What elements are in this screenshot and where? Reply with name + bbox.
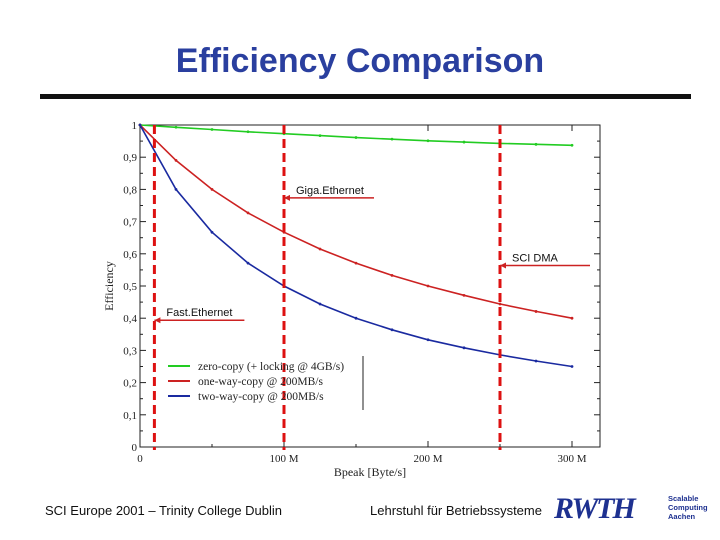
series-1-point (210, 128, 214, 131)
title-underline (40, 94, 691, 99)
logo-main-text: RWTH (554, 492, 636, 525)
footer-department: Lehrstuhl für Betriebssysteme (370, 503, 542, 518)
series-3-point (462, 346, 466, 350)
marker-arrowhead-2 (284, 194, 290, 201)
series-1-point (174, 125, 178, 129)
x-tick-label: 0 (137, 453, 143, 465)
logo-sub-line-2: Computing (668, 503, 708, 512)
rwth-logo: RWTH Scalable Computing Aachen (554, 492, 708, 526)
series-line-3 (139, 124, 573, 368)
series-1-point (426, 139, 430, 143)
series-3-point (534, 359, 538, 363)
series-2-point (354, 261, 358, 265)
x-tick-label: 100 M (269, 453, 298, 465)
series-3-point (354, 316, 358, 320)
series-3-point (426, 338, 430, 342)
series-2-point (390, 273, 394, 277)
y-tick-label: 0,7 (123, 217, 137, 229)
logo-sub-line-1: Scalable (668, 494, 699, 503)
y-tick-label: 0,8 (123, 184, 137, 196)
series-2-point (462, 293, 466, 297)
series-1-point (534, 142, 538, 146)
legend-label-2: one-way-copy @ 200MB/s (198, 376, 323, 388)
y-tick-label: 0 (132, 442, 138, 454)
series-2-point (426, 284, 430, 288)
x-tick-label: 200 M (413, 453, 442, 465)
series-3-point (210, 230, 214, 234)
series-2-point (246, 211, 250, 215)
y-tick-label: 0,1 (123, 410, 137, 422)
y-tick-label: 0,5 (123, 281, 137, 293)
series-1-point (462, 140, 466, 144)
legend-label-3: two-way-copy @ 200MB/s (198, 391, 324, 403)
series-1-point (318, 134, 322, 138)
page-title: Efficiency Comparison (175, 42, 545, 80)
series-1-point (354, 136, 358, 139)
marker-arrowhead-1 (154, 317, 161, 324)
series-3-point (138, 123, 142, 127)
series-2-point (534, 310, 538, 313)
series-1-point (246, 130, 250, 134)
series-3-point (570, 365, 574, 368)
marker-arrowhead-3 (500, 262, 506, 269)
marker-label-3: SCI DMA (512, 252, 559, 264)
legend-label-1: zero-copy (+ locking @ 4GB/s) (198, 361, 344, 373)
efficiency-chart: 0 0,1 0,2 0,3 0,4 0,5 0,6 0,7 0,8 0,9 1 0 100 M 200 M… (102, 120, 601, 479)
logo-sub-line-3: Aachen (668, 512, 696, 521)
series-3-point (390, 328, 394, 332)
series-1-point (570, 143, 574, 147)
series-line-1 (139, 124, 573, 147)
series-3-point (246, 261, 250, 265)
series-1-point (390, 137, 394, 141)
y-tick-label: 0,2 (123, 378, 137, 390)
series-2-point (498, 302, 502, 306)
series-2-point (210, 188, 214, 191)
y-tick-label: 0,9 (123, 152, 137, 164)
y-tick-label: 0,3 (123, 345, 137, 357)
series-2-point (174, 159, 178, 162)
series-line-2 (139, 124, 573, 319)
marker-label-1: Fast.Ethernet (166, 307, 232, 319)
series-3-point (318, 302, 322, 306)
series-2-point (318, 247, 322, 251)
series-3-point (174, 188, 178, 191)
y-tick-label: 1 (132, 120, 138, 132)
y-tick-label: 0,4 (123, 313, 137, 325)
series-2-point (570, 316, 574, 320)
y-tick-label: 0,6 (123, 249, 137, 261)
x-tick-label: 300 M (557, 453, 586, 465)
x-axis-label: Bpeak [Byte/s] (334, 465, 406, 479)
footer-conference: SCI Europe 2001 – Trinity College Dublin (45, 503, 283, 518)
y-axis-label: Efficiency (102, 261, 116, 311)
marker-label-2: Giga.Ethernet (296, 185, 364, 197)
